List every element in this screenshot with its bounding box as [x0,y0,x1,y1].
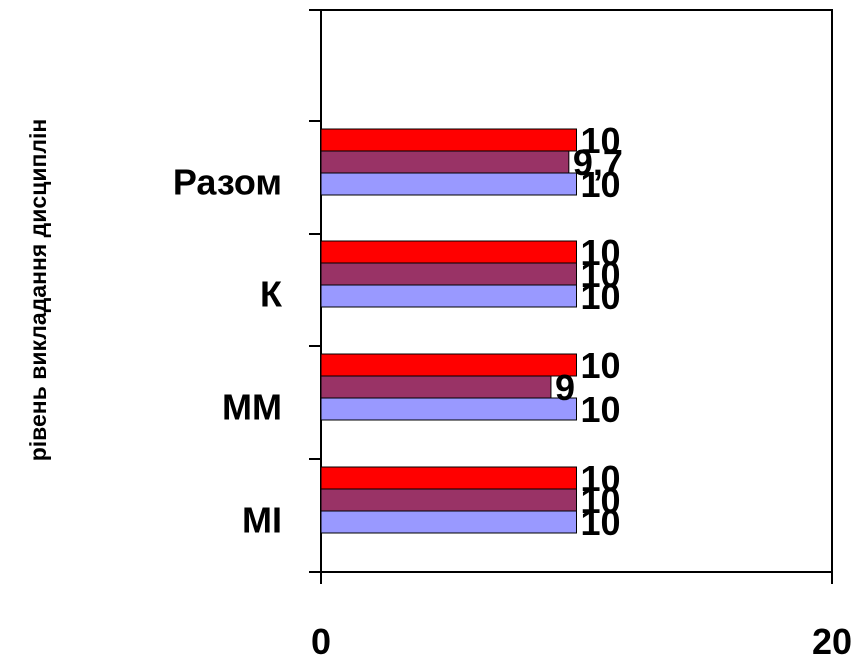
y-axis-title: рівень викладання дисциплін [25,119,51,462]
bar [320,488,577,512]
x-tick-labels-group: 0 20 [311,621,852,661]
x-tick-label: 20 [812,621,852,661]
data-label: 10 [581,232,621,273]
bar [320,240,577,264]
bar [320,262,577,286]
data-label: 10 [581,480,621,521]
bar [320,172,577,196]
data-label: 10 [581,345,621,386]
bar [320,466,577,490]
bar [320,397,577,421]
bar [320,128,577,152]
data-label: 9,7 [573,142,623,183]
bar [320,284,577,308]
data-label: 10 [581,458,621,499]
data-label: 10 [581,502,621,543]
data-label: 10 [581,120,621,161]
category-label: К [260,274,283,315]
bars-group [320,128,577,534]
bar [320,510,577,534]
bar [320,353,577,377]
data-label: 10 [581,164,621,205]
category-label: Разом [173,162,282,203]
bar [320,375,552,399]
data-label: 10 [581,389,621,430]
data-label: 10 [581,276,621,317]
category-labels-group: МІ ММ К Разом [173,162,283,541]
category-label: МІ [242,500,282,541]
category-label: ММ [222,387,282,428]
x-tick-label: 0 [311,621,331,661]
bar [320,150,570,174]
data-label: 10 [581,254,621,295]
data-label: 9 [555,367,575,408]
